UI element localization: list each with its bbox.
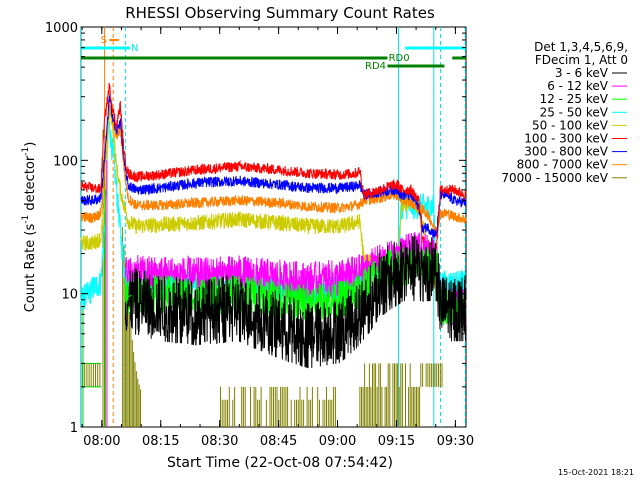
y-label-exp-1: -1 <box>21 215 31 224</box>
x-axis-label: Start Time (22-Oct-08 07:54:42) <box>167 455 393 471</box>
x-tick-label-4: 09:00 <box>319 434 356 449</box>
legend-label-1: 6 - 12 keV <box>547 79 609 93</box>
x-tick-label-3: 08:45 <box>260 434 297 449</box>
y-tick-label-1: 10 <box>61 288 78 303</box>
footer-timestamp: 15-Oct-2021 18:21 <box>558 468 634 477</box>
chart-title: RHESSI Observing Summary Count Rates <box>125 4 435 22</box>
legend-label-4: 50 - 100 keV <box>532 118 609 132</box>
y-tick-label-2: 100 <box>53 154 78 169</box>
x-tick-label-2: 08:30 <box>201 434 238 449</box>
y-label-main: Count Rate (s <box>23 224 38 313</box>
x-tick-label-1: 08:15 <box>142 434 179 449</box>
series-line-5 <box>80 82 467 254</box>
y-axis-label: Count Rate (s-1 detector-1) <box>21 142 38 313</box>
attenuator-label: S <box>101 35 107 46</box>
legend-label-0: 3 - 6 keV <box>555 66 609 80</box>
legend-header-line-2: FDecim 1, Att 0 <box>535 53 628 67</box>
series-line-1 <box>124 232 467 326</box>
decimation-label-rd0: RD0 <box>389 53 410 64</box>
y-label-exp-2: -1 <box>21 147 31 156</box>
legend-label-6: 300 - 800 keV <box>524 145 608 159</box>
axes: 1 10 100 1000 08:00 08:15 08:30 08:45 09:00 09:15… <box>45 21 474 449</box>
legend-label-8: 7000 - 15000 keV <box>501 171 608 185</box>
x-tick-label-6: 09:30 <box>437 434 474 449</box>
x-tick-label-0: 08:00 <box>83 434 120 449</box>
legend-label-3: 25 - 50 keV <box>540 105 609 119</box>
y-tick-label-0: 1 <box>70 421 78 436</box>
legend-label-2: 12 - 25 keV <box>540 92 609 106</box>
y-label-close: ) <box>23 142 38 147</box>
vertical-markers <box>80 27 466 427</box>
series-lines <box>80 82 467 427</box>
legend-header-line-1: Det 1,3,4,5,6,9, <box>534 40 628 54</box>
series-line-6 <box>80 94 467 239</box>
night-label: N <box>131 43 138 54</box>
y-tick-label-3: 1000 <box>45 21 78 36</box>
x-tick-label-5: 09:15 <box>378 434 415 449</box>
series-7000-15000-kev-path <box>82 129 443 427</box>
legend: Det 1,3,4,5,6,9, FDecim 1, Att 0 3 - 6 k… <box>501 40 628 185</box>
legend-label-7: 800 - 7000 keV <box>517 158 609 172</box>
legend-label-5: 100 - 300 keV <box>524 132 608 146</box>
y-label-detector: detector <box>23 155 38 215</box>
series-line-0 <box>124 235 467 369</box>
series-night-2 <box>125 294 132 298</box>
decimation-label-rd4: RD4 <box>365 61 386 72</box>
